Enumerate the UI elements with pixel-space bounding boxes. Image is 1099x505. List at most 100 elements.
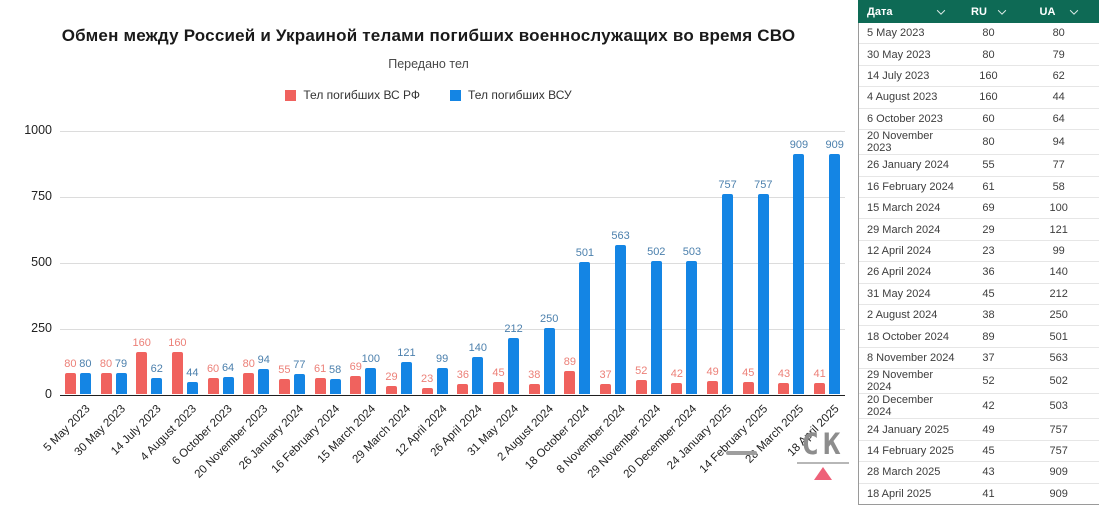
bar-ru[interactable] — [528, 384, 540, 394]
table-header-date[interactable]: Дата — [858, 0, 958, 23]
bar-value-label-ru: 80 — [64, 358, 77, 370]
cell-ru: 45 — [982, 287, 995, 300]
bar-ru[interactable] — [100, 373, 112, 394]
y-tick-label: 1000 — [24, 123, 52, 137]
bar-ua[interactable] — [472, 357, 484, 394]
cell-ru: 52 — [982, 375, 995, 388]
cell-date: 20 December 2024 — [867, 394, 934, 419]
bar-ru[interactable] — [778, 383, 790, 394]
bar-ua[interactable] — [186, 382, 198, 394]
bar-ua[interactable] — [329, 379, 341, 394]
bar-ru[interactable] — [314, 378, 326, 394]
bar-value-label-ua: 212 — [504, 323, 523, 335]
bar-ua[interactable] — [293, 374, 305, 394]
chevron-down-icon[interactable] — [1070, 5, 1079, 15]
bar-ua[interactable] — [722, 194, 734, 394]
bar-ru[interactable] — [564, 371, 576, 394]
bar-ua[interactable] — [508, 338, 520, 394]
chevron-down-icon[interactable] — [997, 5, 1007, 15]
table-row: 24 January 2025 49 757 — [859, 419, 1099, 441]
cell-date: 24 January 2025 — [867, 423, 949, 436]
bar-ru[interactable] — [814, 383, 826, 394]
cell-ua: 909 — [1049, 466, 1068, 479]
table-row: 29 November 2024 52 502 — [859, 369, 1099, 395]
bar-ua[interactable] — [115, 373, 127, 394]
bar-ru[interactable] — [671, 383, 683, 394]
bar-ua[interactable] — [650, 261, 662, 394]
gridline — [60, 329, 845, 330]
bar-value-label-ru: 45 — [742, 367, 755, 379]
bar-ru[interactable] — [136, 352, 148, 394]
bar-ru[interactable] — [171, 352, 183, 394]
cell-ru: 80 — [982, 136, 995, 149]
gridline — [60, 263, 845, 264]
cell-date: 31 May 2024 — [867, 287, 931, 300]
bar-ua[interactable] — [686, 261, 698, 394]
bar-ua[interactable] — [258, 369, 270, 394]
bar-ru[interactable] — [421, 388, 433, 394]
bar-ru[interactable] — [635, 380, 647, 394]
bar-ru[interactable] — [600, 384, 612, 394]
table-row: 18 April 2025 41 909 — [859, 483, 1099, 505]
bar-ru[interactable] — [493, 382, 505, 394]
bar-ua[interactable] — [793, 154, 805, 394]
bar-ua[interactable] — [436, 368, 448, 394]
bar-ua[interactable] — [829, 154, 841, 394]
bar-value-label-ua: 503 — [682, 246, 702, 258]
bar-ua[interactable] — [579, 262, 591, 394]
cell-ru: 29 — [982, 223, 995, 236]
bar-value-label-ru: 45 — [492, 367, 505, 379]
bar-value-label-ua: 79 — [114, 358, 128, 370]
table-row: 26 January 2024 55 77 — [859, 155, 1099, 177]
table-header-ua[interactable]: UA — [1018, 0, 1099, 23]
bar-value-label-ru: 160 — [132, 337, 151, 349]
bar-ru[interactable] — [243, 373, 255, 394]
cell-ru: 61 — [982, 180, 995, 193]
bar-value-label-ua: 64 — [221, 362, 235, 374]
bar-ua[interactable] — [151, 378, 163, 394]
bar-value-label-ru: 89 — [563, 356, 576, 368]
bar-ru[interactable] — [385, 386, 397, 394]
bar-value-label-ru: 80 — [99, 358, 113, 370]
table-header-ru[interactable]: RU — [958, 0, 1018, 23]
cell-ru: 37 — [982, 352, 995, 365]
table-row: 28 March 2025 43 909 — [859, 462, 1099, 484]
bar-ua[interactable] — [400, 362, 412, 394]
bar-value-label-ua: 502 — [647, 246, 666, 258]
bar-ua[interactable] — [757, 194, 769, 394]
table-row: 29 March 2024 29 121 — [859, 219, 1099, 241]
bar-value-label-ua: 100 — [361, 353, 380, 365]
cell-ua: 140 — [1049, 266, 1068, 279]
bar-ru[interactable] — [64, 373, 76, 394]
bar-ru[interactable] — [207, 378, 219, 394]
bar-ru[interactable] — [457, 384, 469, 394]
gridline — [60, 197, 845, 198]
cell-ru: 38 — [982, 309, 995, 322]
watermark-logo: СК — [795, 430, 851, 480]
bar-ua[interactable] — [365, 368, 377, 394]
watermark-text: СК — [801, 427, 845, 461]
cell-date: 26 January 2024 — [867, 159, 949, 172]
cell-ua: 250 — [1049, 309, 1068, 322]
chevron-down-icon[interactable] — [936, 5, 946, 15]
bar-value-label-ru: 37 — [599, 369, 612, 381]
table-row: 18 October 2024 89 501 — [859, 326, 1099, 348]
bar-ru[interactable] — [278, 379, 290, 394]
legend-item-1[interactable]: Тел погибших ВСУ — [450, 88, 572, 102]
table-row: 30 May 2023 80 79 — [859, 44, 1099, 66]
cell-ua: 100 — [1049, 202, 1068, 215]
bar-ua[interactable] — [79, 373, 91, 394]
bar-ua[interactable] — [615, 245, 627, 394]
bar-value-label-ru: 60 — [206, 363, 220, 375]
cell-ru: 41 — [982, 487, 995, 500]
bar-ru[interactable] — [742, 382, 754, 394]
table-header-label: RU — [971, 5, 987, 18]
cell-ua: 212 — [1049, 287, 1068, 300]
legend-item-0[interactable]: Тел погибших ВС РФ — [285, 88, 420, 102]
bar-ua[interactable] — [222, 377, 234, 394]
bar-ru[interactable] — [707, 381, 719, 394]
table-row: 2 August 2024 38 250 — [859, 305, 1099, 327]
bar-ru[interactable] — [350, 376, 362, 394]
watermark-triangle-icon — [814, 467, 832, 480]
bar-ua[interactable] — [543, 328, 555, 394]
